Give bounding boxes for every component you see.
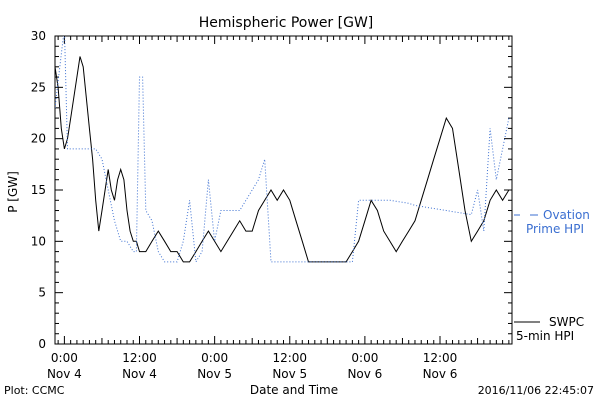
- plot-credit: Plot: CCMC: [4, 384, 65, 397]
- ovation-prime-series-line: [55, 36, 510, 264]
- plot-timestamp: 2016/11/06 22:45:07: [478, 384, 594, 397]
- x-axis-label: Date and Time: [250, 383, 338, 397]
- x-tick-time-label: 0:00: [201, 351, 228, 365]
- y-tick-label: 25: [31, 80, 46, 94]
- y-tick-label: 5: [38, 286, 46, 300]
- swpc-hpi-series-line: [55, 56, 510, 263]
- x-tick-time-label: 0:00: [51, 351, 78, 365]
- x-tick-date-label: Nov 6: [347, 367, 382, 381]
- y-tick-label: 20: [31, 132, 46, 146]
- x-tick-date-label: Nov 5: [197, 367, 232, 381]
- y-tick-label: 15: [31, 183, 46, 197]
- y-axis-label: P [GW]: [6, 171, 20, 213]
- x-tick-date-label: Nov 4: [47, 367, 82, 381]
- y-tick-label: 30: [31, 29, 46, 43]
- plot-area: 0 5 10 15 20 25 30 0:00 Nov 4 12:00 Nov 4 0:00 Nov 5…: [31, 29, 513, 381]
- x-tick-time-label: 12:00: [423, 351, 458, 365]
- legend-swpc-label-line1: SWPC: [549, 315, 584, 329]
- x-tick-time-label: 0:00: [351, 351, 378, 365]
- x-tick-time-label: 12:00: [272, 351, 307, 365]
- legend-ovation-label-line1: Ovation: [543, 208, 590, 222]
- y-tick-label: 10: [31, 234, 46, 248]
- legend-swpc-label-line2: 5-min HPI: [516, 329, 574, 343]
- x-tick-time-label: 12:00: [122, 351, 157, 365]
- x-tick-date-label: Nov 6: [423, 367, 458, 381]
- x-tick-date-label: Nov 5: [272, 367, 307, 381]
- x-tick-date-label: Nov 4: [122, 367, 157, 381]
- legend-ovation-label-line2: Prime HPI: [526, 222, 584, 236]
- chart-title: Hemispheric Power [GW]: [199, 15, 374, 31]
- y-tick-label: 0: [38, 337, 46, 351]
